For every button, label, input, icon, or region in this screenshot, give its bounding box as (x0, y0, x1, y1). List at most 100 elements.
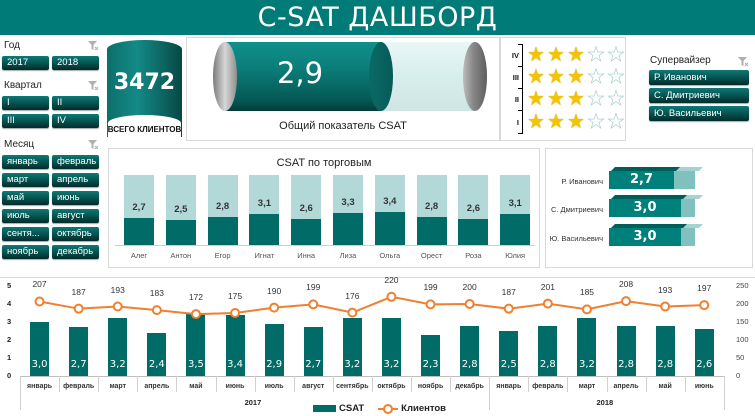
clear-filter-icon[interactable] (88, 140, 99, 150)
clear-filter-icon[interactable] (738, 57, 749, 67)
month-option-dec[interactable]: декабрь (52, 245, 99, 259)
month-option-oct[interactable]: октябрь (52, 227, 99, 241)
bar-value-fill (165, 219, 196, 245)
star-empty-icon: ★ (607, 111, 626, 133)
line-marker (112, 301, 123, 312)
month-option-aug[interactable]: август (52, 209, 99, 223)
month-option-sep[interactable]: сентя... (2, 227, 49, 241)
clients-data-label: 187 (71, 286, 86, 297)
star-filled-icon: ★ (567, 111, 585, 133)
bar-value-fill (374, 211, 405, 245)
clients-data-label: 185 (579, 287, 595, 298)
month-axis-label: июнь (225, 383, 245, 390)
month-option-may[interactable]: май (2, 191, 49, 205)
year-slicer-label: Год (4, 40, 20, 51)
star-empty-icon: ★ (607, 88, 626, 110)
total-clients-card: 3472 ВСЕГО КЛИЕНТОВ (107, 40, 182, 137)
bar-fill (609, 228, 681, 246)
quarter-label: IV (511, 51, 519, 60)
csat-bar-label: 3,2 (109, 359, 126, 370)
csat-bar (694, 329, 714, 376)
axis-tick (293, 376, 295, 392)
overall-csat-caption: Общий показатель CSAT (279, 120, 407, 132)
month-axis-label: апрель (144, 383, 170, 390)
star-filled-icon: ★ (527, 111, 545, 133)
csat-bar-label: 3,0 (31, 359, 48, 370)
line-marker (464, 299, 475, 309)
csat-bar (460, 325, 480, 376)
bar-value-label: 2,7 (132, 202, 146, 214)
axis-tick (645, 376, 647, 392)
star-rating-row: ★ ★ ★ ★ ★ (526, 111, 626, 133)
month-option-mar[interactable]: март (2, 173, 49, 187)
y-right-tick: 200 (736, 299, 749, 308)
month-axis-label: апрель (613, 383, 639, 390)
month-option-feb[interactable]: февраль (52, 155, 99, 169)
month-axis-label: январь (496, 383, 522, 390)
csat-bar-label: 2,6 (696, 359, 713, 370)
star-empty-icon: ★ (587, 44, 606, 66)
quarter-option-i[interactable]: I (2, 96, 49, 110)
quarter-option-iii[interactable]: III (2, 114, 49, 128)
month-axis-label: май (189, 383, 203, 390)
month-axis-label: февраль (532, 383, 564, 390)
csat-bar (421, 334, 441, 376)
month-option-jan[interactable]: январь (2, 155, 49, 169)
supervisor-label: Ю. Васильевич (549, 234, 603, 243)
supervisor-option-vasilievich[interactable]: Ю. Васильевич (649, 106, 749, 121)
axis-tick (59, 376, 61, 392)
y-right-tick: 50 (736, 353, 745, 362)
quarter-stars-panel (500, 37, 626, 141)
salesperson-bar (165, 175, 196, 245)
month-option-jun[interactable]: июнь (52, 191, 99, 205)
supervisor-option-dmitrievich[interactable]: С. Дмитриевич (649, 88, 749, 103)
axis-tick (332, 376, 334, 392)
month-axis-label: март (578, 383, 596, 390)
star-filled-icon: ★ (527, 66, 545, 88)
y-left-tick: 2 (7, 335, 12, 344)
group-separator (723, 376, 725, 410)
star-filled-icon: ★ (547, 111, 565, 133)
month-option-apr[interactable]: апрель (52, 173, 99, 187)
y-left-tick: 5 (7, 281, 12, 290)
quarter-option-iv[interactable]: IV (52, 114, 99, 128)
clients-data-label: 207 (32, 279, 47, 290)
bar-category-label: Ольга (379, 251, 401, 260)
csat-bar-label: 3,2 (383, 359, 400, 370)
bar-value-fill (124, 218, 154, 245)
star-filled-icon: ★ (547, 66, 565, 88)
month-option-jul[interactable]: июль (2, 209, 49, 223)
clients-data-label: 176 (345, 290, 360, 301)
bar-value-label: 2,8 (424, 201, 439, 213)
bar-value-label: 2,8 (215, 201, 230, 213)
line-marker (699, 300, 710, 311)
line-marker (386, 291, 397, 302)
quarter-label: III (512, 73, 519, 82)
star-filled-icon: ★ (527, 44, 545, 66)
line-marker (230, 308, 241, 318)
clear-filter-icon[interactable] (88, 81, 99, 91)
clear-filter-icon[interactable] (88, 41, 99, 51)
csat-bar-label: 2,4 (148, 359, 165, 370)
supervisor-option-ivanovich[interactable]: Р. Иванович (649, 70, 749, 85)
csat-bar (30, 322, 50, 376)
year-option-2017[interactable]: 2017 (2, 56, 49, 70)
y-right-tick: 100 (736, 335, 749, 344)
supervisor-value: 2,7 (629, 172, 654, 187)
clients-data-label: 175 (227, 291, 243, 301)
month-option-nov[interactable]: ноябрь (2, 245, 49, 259)
star-filled-icon: ★ (567, 88, 585, 110)
total-clients-value: 3472 (113, 70, 176, 95)
star-empty-icon: ★ (587, 111, 606, 133)
csat-bar-label: 3,2 (344, 359, 361, 370)
month-slicer-label: Месяц (4, 139, 35, 150)
star-empty-icon: ★ (587, 88, 606, 110)
line-marker (73, 303, 84, 314)
star-rating-row: ★ ★ ★ ★ ★ (526, 44, 626, 66)
clients-data-label: 193 (110, 284, 125, 295)
month-axis-label: октябрь (377, 383, 406, 390)
year-option-2018[interactable]: 2018 (52, 56, 99, 70)
header-bar: C-SAT ДАШБОРД (0, 0, 755, 35)
quarter-option-ii[interactable]: II (52, 96, 99, 110)
